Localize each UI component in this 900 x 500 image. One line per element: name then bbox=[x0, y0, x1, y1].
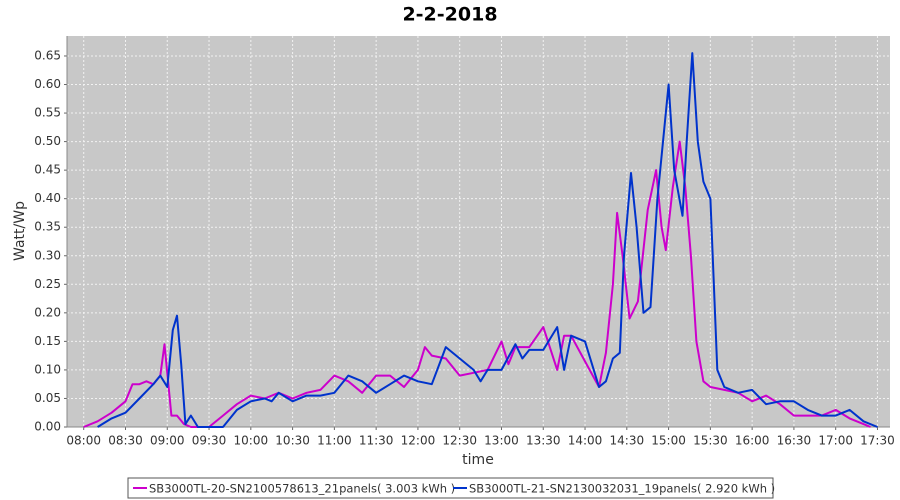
x-tick-label: 08:30 bbox=[108, 434, 143, 448]
x-tick-label: 12:00 bbox=[401, 434, 436, 448]
legend-label: SB3000TL-20-SN2100578613_21panels( 3.003… bbox=[149, 482, 455, 496]
y-tick-label: 0.55 bbox=[34, 106, 61, 120]
x-tick-label: 16:00 bbox=[735, 434, 770, 448]
x-tick-label: 13:00 bbox=[484, 434, 519, 448]
x-tick-label: 08:00 bbox=[66, 434, 101, 448]
x-tick-label: 16:30 bbox=[777, 434, 812, 448]
x-tick-label: 10:00 bbox=[234, 434, 269, 448]
y-tick-label: 0.65 bbox=[34, 48, 61, 62]
y-tick-label: 0.60 bbox=[34, 77, 61, 91]
y-tick-label: 0.30 bbox=[34, 248, 61, 262]
x-axis-label: time bbox=[462, 452, 494, 468]
x-tick-label: 14:30 bbox=[610, 434, 645, 448]
x-tick-label: 10:30 bbox=[275, 434, 310, 448]
series-line bbox=[83, 140, 871, 428]
y-tick-label: 0.50 bbox=[34, 134, 61, 148]
x-tick-label: 13:30 bbox=[526, 434, 561, 448]
x-tick-label: 17:00 bbox=[818, 434, 853, 448]
chart-title: 2-2-2018 bbox=[402, 4, 497, 26]
y-tick-label: 0.15 bbox=[34, 334, 61, 348]
x-tick-label: 12:30 bbox=[442, 434, 477, 448]
series-line bbox=[97, 52, 878, 428]
x-tick-label: 11:30 bbox=[359, 434, 394, 448]
plot-area bbox=[67, 36, 890, 427]
y-tick-label: 0.40 bbox=[34, 191, 61, 205]
y-tick-label: 0.35 bbox=[34, 220, 61, 234]
x-tick-label: 11:00 bbox=[317, 434, 352, 448]
legend-label: SB3000TL-21-SN2130032031_19panels( 2.920… bbox=[469, 482, 775, 496]
x-tick-label: 17:30 bbox=[860, 434, 895, 448]
x-tick-label: 09:00 bbox=[150, 434, 185, 448]
y-tick-label: 0.25 bbox=[34, 277, 61, 291]
x-tick-label: 15:00 bbox=[651, 434, 686, 448]
y-tick-label: 0.20 bbox=[34, 305, 61, 319]
x-tick-label: 15:30 bbox=[693, 434, 728, 448]
y-tick-label: 0.10 bbox=[34, 362, 61, 376]
y-tick-label: 0.05 bbox=[34, 391, 61, 405]
y-tick-label: 0.00 bbox=[34, 420, 61, 434]
x-tick-label: 09:30 bbox=[192, 434, 227, 448]
legend bbox=[127, 477, 774, 499]
y-tick-label: 0.45 bbox=[34, 163, 61, 177]
x-tick-label: 14:00 bbox=[568, 434, 603, 448]
y-axis-label: Watt/Wp bbox=[12, 201, 28, 261]
